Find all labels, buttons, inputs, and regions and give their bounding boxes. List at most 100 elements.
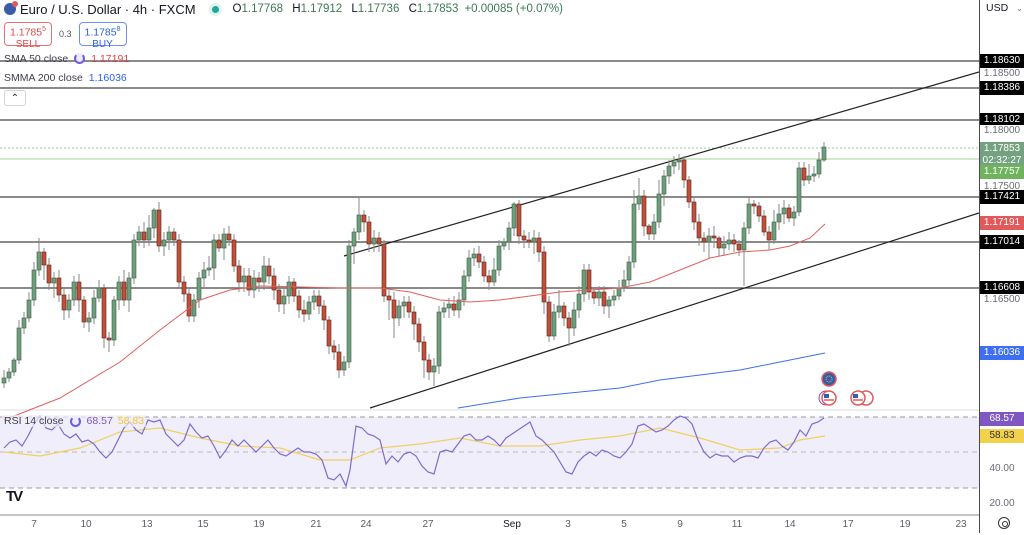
candle <box>376 232 382 252</box>
candle <box>111 296 117 346</box>
time-label: 27 <box>422 519 434 530</box>
candle <box>431 358 437 386</box>
price-label: 1.16036 <box>980 346 1024 360</box>
price-axis[interactable] <box>979 0 1024 533</box>
candle <box>546 296 552 342</box>
candle <box>401 296 407 318</box>
smma200-line <box>457 352 826 409</box>
price-label: 1.18500 <box>980 68 1024 79</box>
candle <box>646 224 652 240</box>
candle <box>346 240 352 368</box>
price-label: 1.17421 <box>980 190 1024 204</box>
price-label: 1.17191 <box>980 216 1024 230</box>
candle <box>136 226 142 246</box>
candle <box>1 370 7 388</box>
loading-icon <box>74 53 86 64</box>
candle <box>636 178 642 210</box>
candle <box>626 256 632 286</box>
sell-button[interactable]: 1.17855 SELL <box>4 22 52 50</box>
time-label: 15 <box>197 519 209 530</box>
candle <box>66 294 72 318</box>
channel-lower <box>369 212 979 409</box>
candle <box>106 332 112 352</box>
candle <box>231 234 237 272</box>
candle <box>256 272 262 292</box>
candle <box>491 258 497 286</box>
candle <box>41 248 47 280</box>
eu-event-icon[interactable] <box>821 371 837 387</box>
candle <box>166 226 172 250</box>
candle <box>801 162 807 186</box>
rsi-legend[interactable]: RSI 14 close 68.57 58.83 <box>2 415 147 427</box>
time-label: 3 <box>565 519 571 530</box>
candle <box>386 290 392 320</box>
candle <box>411 306 417 340</box>
candle <box>566 312 572 346</box>
candle <box>451 296 457 316</box>
candle <box>291 278 297 302</box>
candle <box>6 368 12 382</box>
candle <box>656 180 662 228</box>
candle <box>781 200 787 224</box>
candle <box>51 272 57 298</box>
price-label: 20.00 <box>980 498 1024 509</box>
trade-buttons: 1.17855 SELL 0.3 1.17858 BUY <box>4 22 563 50</box>
candle <box>816 152 822 178</box>
price-label: 40.00 <box>980 463 1024 474</box>
candle <box>276 284 282 312</box>
tradingview-logo[interactable]: TV <box>6 488 23 505</box>
price-change: +0.00085 (+0.07%) <box>464 3 563 15</box>
candle <box>316 290 322 314</box>
candle <box>36 238 42 276</box>
chart-legend: Euro / U.S. Dollar · 4h · FXCM O1.17768 … <box>4 0 563 106</box>
candle <box>131 234 137 284</box>
candle <box>371 230 377 252</box>
candle <box>301 300 307 322</box>
candle <box>86 312 92 332</box>
candle <box>141 222 147 248</box>
candlesticks <box>1 142 827 388</box>
candle <box>471 248 477 266</box>
channel-upper <box>343 71 979 257</box>
candle <box>651 214 657 240</box>
candle <box>211 234 217 280</box>
time-label: 23 <box>955 519 967 530</box>
candle <box>506 222 512 250</box>
price-label: 1.16500 <box>980 294 1024 305</box>
candle <box>366 216 372 252</box>
candle <box>116 276 122 310</box>
candle <box>696 214 702 246</box>
candle <box>701 232 707 252</box>
time-label: 5 <box>621 519 627 530</box>
candle <box>296 290 302 318</box>
buy-button[interactable]: 1.17858 BUY <box>78 22 127 50</box>
settings-gear-icon[interactable] <box>998 517 1010 529</box>
price-chart[interactable] <box>0 0 979 514</box>
candle <box>161 232 167 256</box>
us-event-icon-2[interactable] <box>850 390 874 406</box>
candle <box>581 264 587 302</box>
candle <box>751 200 757 214</box>
candle <box>356 198 362 240</box>
candle <box>96 280 102 302</box>
us-event-icon[interactable] <box>818 390 837 406</box>
time-axis[interactable]: 7 10 13 15 19 21 24 27 Sep 3 5 9 11 14 17 19 23 <box>0 514 979 535</box>
indicator-smma200[interactable]: SMMA 200 close 1.16036 <box>4 71 127 84</box>
candle <box>616 280 622 300</box>
candle <box>756 202 762 222</box>
candle <box>686 176 692 208</box>
candle <box>486 270 492 290</box>
symbol-title[interactable]: Euro / U.S. Dollar · 4h · FXCM <box>20 1 196 17</box>
time-label: 21 <box>310 519 322 530</box>
rsi-ma-line <box>3 427 826 461</box>
event-markers <box>818 371 874 406</box>
indicator-sma50[interactable]: SMA 50 close 1.17191 <box>4 52 130 65</box>
candle <box>551 304 557 340</box>
collapse-legend-button[interactable]: ⌃ <box>4 90 26 106</box>
candle <box>561 302 567 326</box>
currency-selector[interactable]: USD ⌄ <box>986 2 1023 14</box>
candle <box>621 270 627 292</box>
candle <box>46 258 52 290</box>
candle <box>786 204 792 222</box>
candle <box>416 318 422 352</box>
